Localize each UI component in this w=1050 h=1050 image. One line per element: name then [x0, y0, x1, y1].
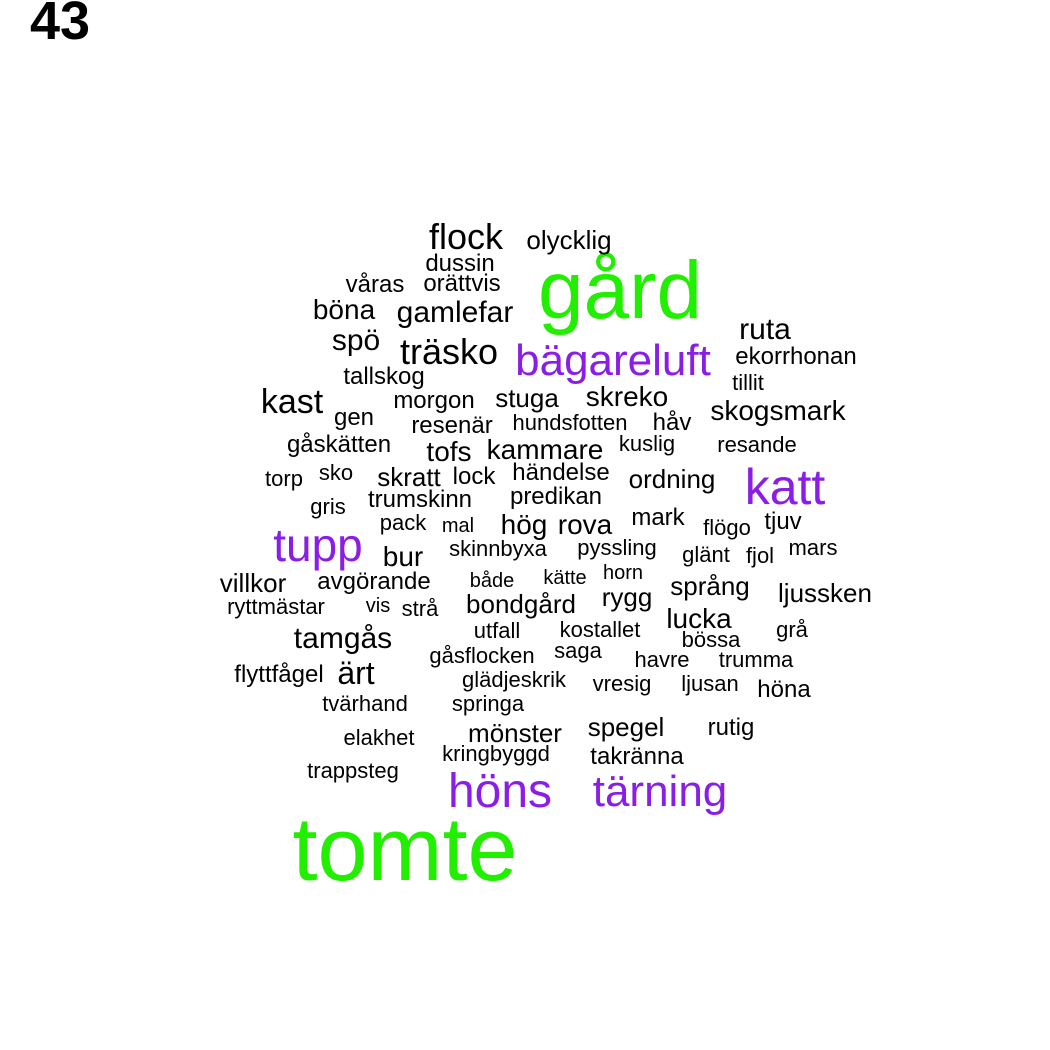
cloud-word: mal — [441, 515, 475, 537]
cloud-word: våras — [345, 271, 405, 298]
cloud-word: springa — [451, 691, 525, 716]
cloud-word: ärt — [337, 655, 375, 691]
cloud-word: rutig — [707, 714, 755, 741]
cloud-word: orättvis — [423, 270, 501, 297]
cloud-word: bössa — [681, 627, 741, 652]
cloud-word: mark — [631, 504, 685, 531]
cloud-word: pyssling — [577, 535, 657, 560]
cloud-word: tärning — [592, 767, 728, 816]
cloud-word: språng — [670, 571, 750, 601]
cloud-word: ruta — [739, 313, 791, 346]
cloud-word: lucka — [666, 603, 732, 634]
cloud-word: glänt — [682, 542, 730, 567]
cloud-word: havre — [634, 647, 690, 672]
cloud-word: trumskinn — [367, 486, 473, 513]
cloud-word: kostallet — [559, 617, 641, 642]
cloud-word: torp — [265, 466, 303, 491]
cloud-word: kammare — [486, 434, 604, 465]
cloud-word: både — [469, 570, 515, 592]
cloud-word: rygg — [601, 582, 653, 612]
cloud-word: tvärhand — [322, 691, 408, 716]
cloud-word: bägareluft — [515, 336, 711, 385]
cloud-word: kast — [260, 383, 324, 421]
cloud-word: horn — [602, 562, 644, 584]
cloud-word: skratt — [377, 462, 441, 492]
cloud-word: resenär — [411, 412, 493, 439]
cloud-word: elakhet — [343, 725, 415, 750]
cloud-word: tomte — [292, 800, 518, 900]
cloud-word: bur — [382, 541, 424, 572]
cloud-word: hundsfotten — [512, 410, 628, 435]
cloud-word: skinnbyxa — [449, 536, 547, 561]
cloud-word: flock — [428, 216, 504, 257]
cloud-word: ljusan — [681, 671, 739, 696]
cloud-word: grå — [776, 617, 808, 642]
cloud-word: kringbyggd — [442, 741, 550, 766]
cloud-word: kätte — [543, 567, 587, 589]
cloud-word: kuslig — [618, 431, 676, 456]
cloud-word: dussin — [425, 250, 495, 277]
cloud-word: utfall — [473, 618, 521, 643]
cloud-word: villkor — [219, 568, 287, 598]
cloud-word: träsko — [399, 331, 499, 372]
cloud-word: olycklig — [526, 225, 612, 255]
cloud-word: mars — [788, 535, 838, 560]
cloud-word: avgörande — [317, 568, 431, 595]
cloud-word: pack — [379, 510, 427, 535]
cloud-word: vresig — [592, 671, 652, 696]
cloud-word: spegel — [587, 712, 665, 742]
cloud-word: sko — [318, 460, 354, 485]
cloud-word: mönster — [468, 718, 562, 748]
cloud-word: tofs — [426, 436, 472, 467]
cloud-word: ryttmästar — [227, 594, 325, 619]
cloud-word: takränna — [590, 743, 684, 770]
cloud-word: flyttfågel — [234, 661, 324, 688]
cloud-word: tupp — [273, 519, 363, 571]
cloud-word: strå — [401, 596, 439, 621]
cloud-word: bondgård — [466, 589, 576, 619]
cloud-word: hög — [500, 509, 548, 540]
cloud-word: rova — [557, 509, 613, 540]
cloud-word: trappsteg — [307, 758, 399, 783]
cloud-word: höna — [757, 676, 811, 703]
cloud-word: resande — [717, 432, 797, 457]
cloud-word: gåsflocken — [429, 643, 535, 668]
cloud-word: fjol — [745, 543, 775, 568]
cloud-word: gen — [333, 404, 375, 431]
cloud-word: flögo — [703, 515, 751, 540]
cloud-word: gård — [537, 245, 703, 336]
cloud-word: saga — [554, 638, 602, 663]
cloud-word: gamlefar — [396, 296, 514, 329]
cloud-word: gåskätten — [286, 431, 392, 458]
cloud-word: tillit — [732, 370, 764, 395]
cloud-word: höns — [447, 765, 553, 818]
cloud-word: glädjeskrik — [462, 667, 566, 692]
cloud-word: ordning — [628, 464, 716, 494]
cloud-word: vis — [365, 595, 391, 617]
cloud-word: tallskog — [343, 363, 425, 390]
cloud-word: gris — [310, 494, 346, 519]
cloud-word: böna — [312, 294, 376, 325]
cloud-word: tamgås — [293, 622, 393, 655]
cloud-word: händelse — [512, 459, 610, 486]
cloud-word: skreko — [585, 381, 669, 412]
cloud-word: spö — [331, 324, 381, 357]
cloud-word: skogsmark — [710, 395, 846, 426]
cloud-word: katt — [744, 459, 826, 515]
cloud-word: ekorrhonan — [735, 343, 857, 370]
cloud-word: stuga — [495, 383, 559, 413]
cloud-word: predikan — [509, 483, 603, 510]
cloud-word: morgon — [393, 387, 475, 414]
cloud-word: lock — [452, 463, 496, 490]
cloud-word: tjuv — [764, 508, 802, 535]
cloud-word: håv — [652, 409, 692, 436]
page-number: 43 — [30, 0, 91, 51]
cloud-word: ljussken — [778, 578, 872, 608]
cloud-word: trumma — [718, 647, 794, 672]
